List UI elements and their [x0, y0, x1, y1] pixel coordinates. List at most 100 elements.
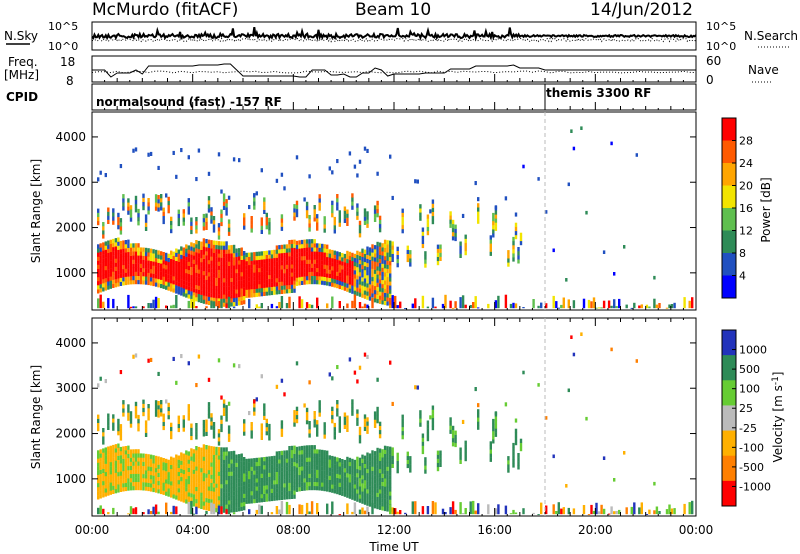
heatmap-cell [258, 276, 261, 281]
heatmap-cell [255, 280, 258, 285]
heatmap-cell [295, 253, 299, 258]
heatmap-cell [132, 486, 135, 491]
heatmap-cell [368, 486, 372, 491]
heatmap-cell [175, 474, 178, 480]
heatmap-cell [124, 482, 128, 487]
heatmap-cell [104, 274, 107, 279]
heatmap-cell [167, 492, 170, 497]
heatmap-cell [160, 473, 163, 478]
heatmap-cell [139, 267, 143, 272]
heatmap-cell [165, 193, 168, 198]
heatmap-cell [127, 268, 130, 273]
heatmap-cell [494, 508, 498, 515]
heatmap-cell [552, 248, 555, 253]
heatmap-cell [227, 265, 231, 270]
heatmap-cell [361, 466, 364, 472]
heatmap-cell [220, 261, 223, 266]
heatmap-cell [356, 493, 359, 498]
heatmap-cell [149, 462, 153, 468]
heatmap-cell [431, 219, 435, 225]
heatmap-cell [305, 280, 309, 285]
heatmap-cell [248, 277, 251, 282]
nsky-tick-top: 10^5 [48, 20, 78, 33]
heatmap-cell [545, 303, 548, 309]
heatmap-cell [492, 431, 495, 436]
heatmap-cell [134, 469, 138, 474]
heatmap-cell [270, 468, 274, 473]
time-axis-label: Time UT [368, 540, 419, 554]
ytick-label: 3000 [55, 381, 86, 395]
heatmap-cell [288, 272, 291, 277]
heatmap-cell [313, 469, 316, 474]
heatmap-cell [396, 464, 399, 470]
heatmap-cell [152, 455, 155, 460]
heatmap-cell [217, 447, 221, 452]
heatmap-cell [351, 479, 354, 484]
heatmap-cell [182, 247, 185, 252]
heatmap-cell [358, 220, 362, 226]
heatmap-cell [326, 248, 329, 253]
heatmap-cell [217, 301, 221, 309]
heatmap-cell [142, 407, 145, 413]
heatmap-cell [124, 264, 128, 269]
heatmap-cell [363, 249, 367, 254]
heatmap-cell [217, 245, 221, 250]
heatmap-cell [285, 462, 289, 467]
heatmap-cell [253, 482, 256, 487]
heatmap-cell [175, 252, 178, 257]
heatmap-cell [303, 474, 306, 479]
heatmap-cell [97, 454, 100, 459]
heatmap-cell [122, 273, 125, 278]
heatmap-cell [149, 479, 153, 484]
heatmap-cell [212, 248, 216, 253]
heatmap-cell [167, 467, 170, 473]
heatmap-cell [298, 252, 301, 257]
heatmap-cell [147, 202, 150, 207]
heatmap-cell [333, 254, 336, 259]
heatmap-cell [507, 456, 510, 461]
heatmap-cell [378, 456, 382, 461]
heatmap-cell [160, 481, 163, 486]
heatmap-cell [190, 500, 193, 515]
heatmap-cell [217, 223, 221, 228]
heatmap-cell [406, 451, 409, 456]
heatmap-cell [227, 483, 231, 489]
heatmap-cell [230, 459, 233, 464]
heatmap-cell [361, 483, 364, 488]
heatmap-cell [230, 302, 233, 307]
heatmap-cell [119, 265, 123, 270]
heatmap-cell [366, 417, 369, 422]
heatmap-cell [217, 487, 221, 493]
heatmap-cell [310, 449, 314, 454]
heatmap-cell [207, 243, 211, 248]
heatmap-cell [472, 302, 475, 309]
heatmap-cell [280, 424, 284, 429]
heatmap-cell [238, 478, 241, 483]
heatmap-cell [441, 303, 445, 309]
heatmap-cell [97, 252, 100, 257]
heatmap-cell [205, 449, 208, 454]
xtick-label: 00:00 [679, 523, 714, 537]
heatmap-cell [273, 496, 276, 501]
heatmap-cell [477, 219, 480, 224]
heatmap-cell [207, 482, 211, 487]
heatmap-cell [691, 500, 694, 515]
heatmap-cell [220, 221, 223, 227]
heatmap-cell [353, 253, 357, 259]
heatmap-cell [172, 280, 175, 285]
heatmap-cell [333, 221, 336, 226]
heatmap-cell [288, 466, 291, 471]
heatmap-cell [210, 474, 213, 479]
heatmap-cell [489, 449, 492, 454]
heatmap-cell [298, 487, 301, 492]
heatmap-cell [222, 201, 226, 206]
heatmap-cell [162, 474, 165, 479]
heatmap-cell [220, 488, 223, 493]
heatmap-cell [592, 297, 596, 309]
heatmap-cell [378, 283, 382, 288]
heatmap-cell [200, 447, 203, 452]
heatmap-cell [227, 282, 231, 287]
heatmap-cell [170, 283, 173, 288]
heatmap-cell [232, 257, 236, 262]
heatmap-cell [167, 463, 170, 469]
